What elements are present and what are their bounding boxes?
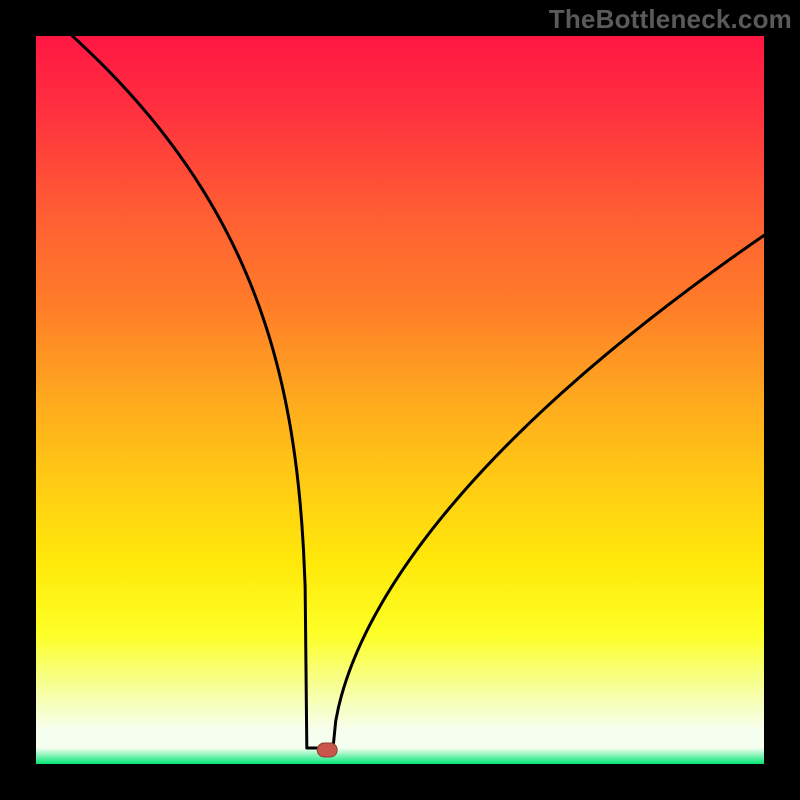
gradient-background: [36, 36, 764, 748]
green-baseline-strip: [36, 748, 764, 764]
optimal-point-marker: [317, 743, 337, 757]
bottleneck-chart: [0, 0, 800, 800]
figure-outer: TheBottleneck.com: [0, 0, 800, 800]
